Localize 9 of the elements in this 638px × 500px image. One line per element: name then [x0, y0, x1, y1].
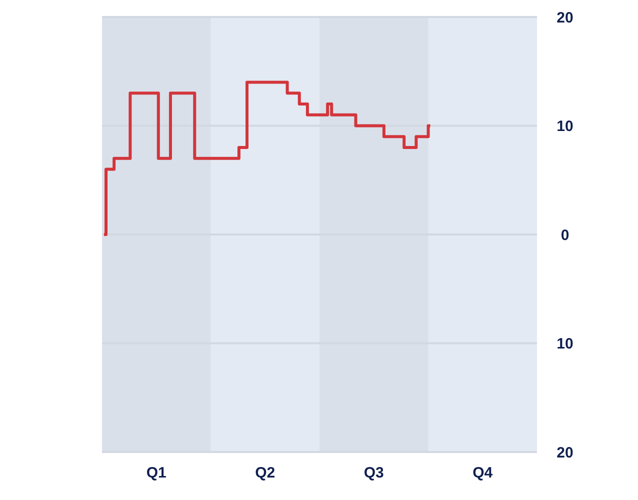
x-tick-label: Q1: [146, 464, 166, 482]
x-tick-label: Q4: [472, 464, 494, 482]
y-tick-label: 0: [560, 226, 570, 244]
y-tick-label: 20: [556, 9, 574, 26]
y-tick-label: 10: [556, 336, 574, 352]
y-tick-label: 20: [556, 444, 574, 462]
y-tick-label: 10: [556, 118, 574, 135]
x-tick-label: Q3: [364, 464, 384, 482]
x-tick-label: Q2: [255, 464, 276, 482]
